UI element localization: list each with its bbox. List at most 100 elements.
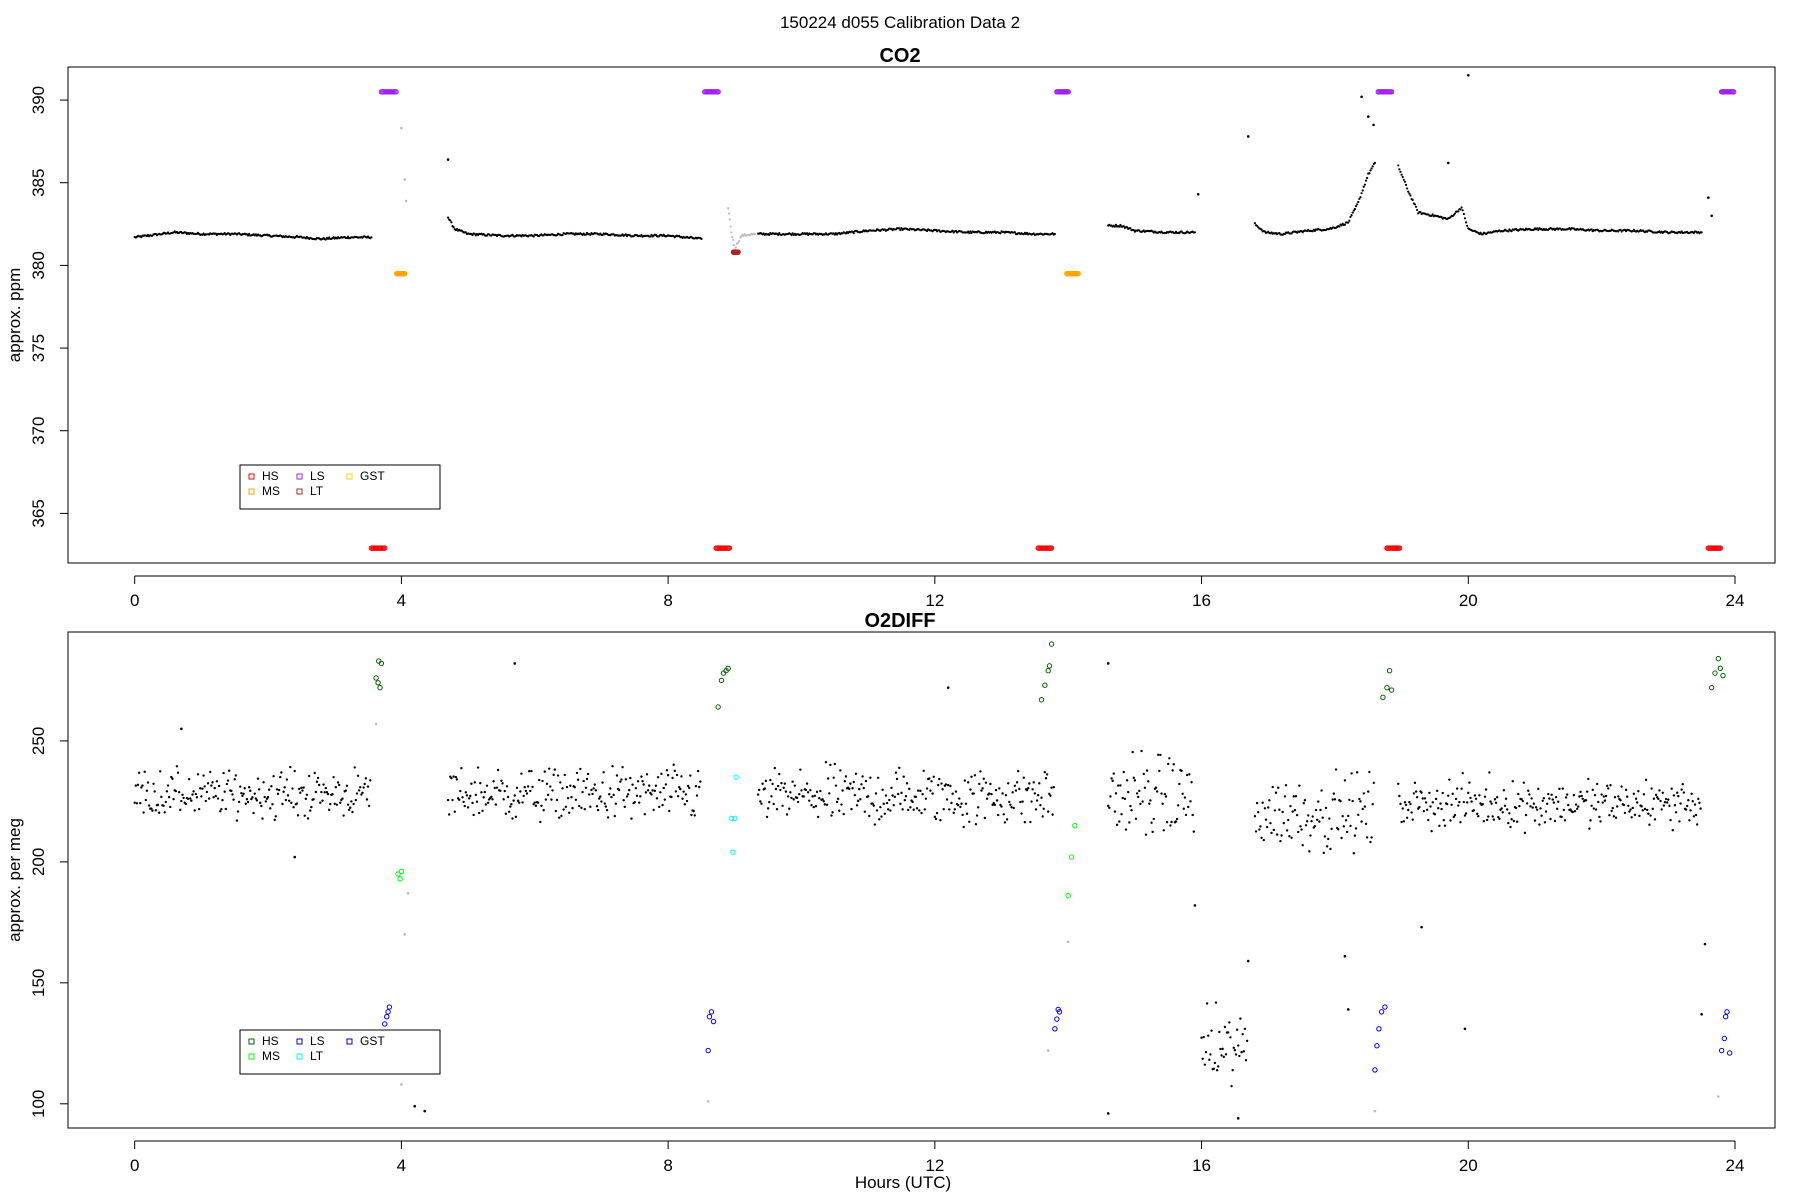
data-point bbox=[805, 232, 809, 235]
data-point bbox=[1630, 816, 1633, 819]
data-point bbox=[565, 785, 569, 789]
data-point bbox=[556, 774, 560, 777]
data-point bbox=[620, 778, 623, 781]
data-point bbox=[864, 779, 868, 783]
data-point bbox=[1489, 800, 1492, 803]
data-point bbox=[603, 802, 606, 805]
outlier-point bbox=[513, 662, 517, 665]
data-point bbox=[320, 790, 323, 794]
data-point bbox=[1151, 830, 1154, 834]
data-point bbox=[1487, 815, 1490, 818]
data-point bbox=[474, 793, 478, 797]
calibration-point-ls bbox=[384, 1014, 390, 1020]
data-point bbox=[621, 765, 624, 769]
data-point bbox=[1361, 189, 1364, 192]
data-point bbox=[981, 787, 984, 790]
data-point bbox=[1121, 796, 1124, 800]
data-point bbox=[446, 216, 450, 219]
data-point bbox=[1188, 773, 1191, 776]
calibration-point-ls bbox=[708, 1009, 715, 1015]
data-point bbox=[369, 779, 372, 782]
data-point bbox=[1463, 814, 1467, 817]
data-point bbox=[904, 795, 908, 798]
data-point bbox=[1548, 797, 1551, 800]
data-point bbox=[974, 823, 978, 826]
data-point bbox=[312, 798, 315, 801]
outlier-point bbox=[1196, 193, 1200, 196]
data-point bbox=[949, 784, 952, 788]
data-point bbox=[1178, 782, 1181, 786]
data-point bbox=[1139, 802, 1142, 806]
data-point bbox=[539, 820, 542, 824]
outlier-point bbox=[1366, 115, 1370, 118]
data-point bbox=[256, 777, 260, 780]
data-point bbox=[295, 802, 299, 805]
data-point bbox=[1363, 183, 1367, 186]
data-point bbox=[1409, 194, 1412, 197]
data-point bbox=[1281, 810, 1284, 814]
data-point bbox=[1025, 231, 1029, 235]
data-point bbox=[933, 815, 937, 819]
calibration-point-ls bbox=[705, 1047, 711, 1054]
data-point bbox=[470, 782, 473, 785]
data-point bbox=[243, 787, 246, 790]
data-point bbox=[1642, 793, 1646, 796]
data-point bbox=[205, 790, 209, 794]
data-point bbox=[885, 801, 889, 805]
data-point bbox=[1641, 809, 1644, 812]
data-point bbox=[1554, 795, 1558, 799]
data-point bbox=[1637, 790, 1640, 793]
data-point bbox=[1404, 803, 1408, 807]
data-point bbox=[248, 232, 251, 235]
data-point bbox=[144, 798, 147, 802]
data-point bbox=[1464, 812, 1468, 815]
data-point bbox=[773, 766, 777, 770]
data-point bbox=[464, 231, 467, 234]
data-point bbox=[1202, 1035, 1205, 1039]
data-point bbox=[141, 784, 144, 787]
data-point bbox=[895, 777, 899, 781]
data-point bbox=[1612, 815, 1616, 818]
data-point bbox=[894, 771, 898, 774]
data-point bbox=[1292, 795, 1295, 798]
data-point bbox=[1691, 799, 1694, 803]
data-point bbox=[1662, 804, 1666, 807]
legend-marker-ms bbox=[248, 488, 255, 495]
data-point bbox=[1201, 1057, 1204, 1060]
data-point bbox=[1332, 792, 1336, 795]
data-point bbox=[1262, 838, 1265, 842]
calibration-point-hs bbox=[373, 675, 379, 681]
data-point bbox=[515, 786, 519, 790]
panel2-y-axis-label: approx. per meg bbox=[5, 818, 24, 942]
data-point bbox=[995, 799, 999, 802]
data-point bbox=[1364, 179, 1368, 182]
data-point bbox=[1700, 231, 1703, 234]
data-point bbox=[326, 792, 330, 796]
data-point bbox=[1208, 1058, 1211, 1061]
data-point bbox=[292, 806, 295, 809]
legend-marker-lt bbox=[296, 488, 303, 495]
data-point bbox=[1002, 813, 1005, 816]
data-point bbox=[139, 801, 142, 805]
data-point bbox=[157, 811, 161, 814]
outlier-point bbox=[446, 158, 450, 161]
data-point bbox=[1114, 223, 1118, 226]
data-point bbox=[1651, 807, 1654, 811]
data-point bbox=[1260, 228, 1263, 231]
data-point bbox=[1212, 1067, 1215, 1070]
data-point bbox=[1223, 1025, 1227, 1029]
data-point bbox=[915, 807, 919, 810]
data-point bbox=[1210, 1029, 1213, 1032]
data-point bbox=[544, 798, 548, 801]
outlier-point bbox=[1343, 954, 1347, 958]
data-point bbox=[1302, 802, 1305, 805]
panel2-y-axis: 100 150 200 250 bbox=[29, 727, 69, 1118]
data-point bbox=[1290, 836, 1293, 839]
data-point bbox=[561, 787, 564, 790]
data-point bbox=[863, 810, 867, 813]
data-point bbox=[633, 800, 636, 804]
data-point bbox=[656, 776, 660, 779]
data-point bbox=[1584, 799, 1588, 802]
data-point bbox=[1039, 803, 1042, 807]
data-point bbox=[653, 789, 656, 793]
